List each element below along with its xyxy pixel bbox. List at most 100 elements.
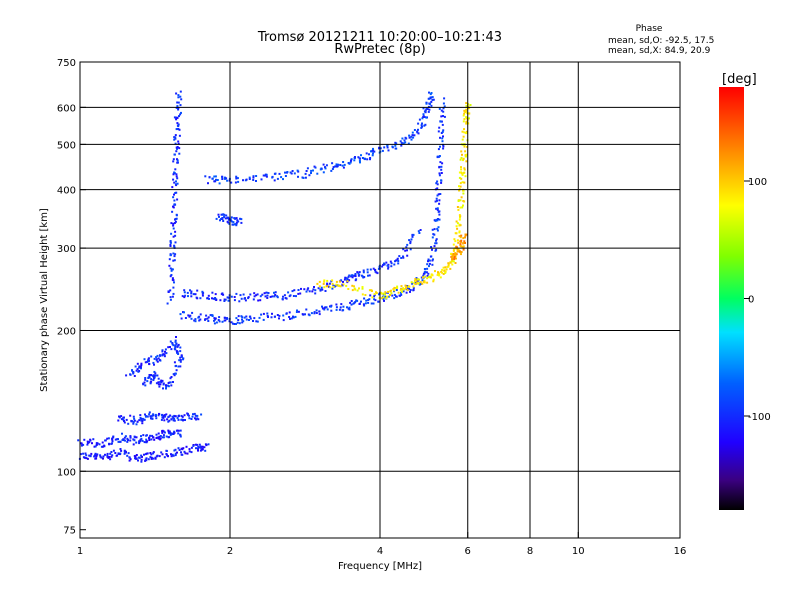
data-point [176, 116, 179, 119]
data-point [434, 242, 437, 245]
data-point [136, 368, 139, 371]
data-point [413, 282, 416, 285]
data-point [375, 291, 377, 294]
data-point [127, 439, 129, 442]
data-point [263, 292, 266, 295]
data-point [181, 415, 184, 418]
data-point [351, 276, 354, 279]
data-point [162, 430, 165, 433]
data-point [95, 442, 98, 445]
data-point [370, 150, 372, 153]
data-point [120, 418, 123, 421]
data-point [94, 452, 97, 455]
data-point [315, 309, 318, 312]
data-point [386, 295, 389, 298]
data-point [451, 263, 454, 266]
data-point [192, 413, 194, 416]
data-point [324, 166, 326, 169]
data-point [252, 179, 255, 181]
data-point [221, 320, 224, 323]
data-point [170, 376, 173, 378]
data-point [164, 415, 167, 418]
data-point [438, 107, 441, 110]
data-point [228, 299, 231, 302]
data-point [363, 276, 366, 278]
data-point [425, 107, 428, 110]
data-point [426, 277, 429, 280]
data-point [155, 433, 158, 436]
data-point [154, 415, 157, 417]
data-point [400, 141, 403, 144]
data-point [148, 439, 151, 441]
data-point [397, 262, 400, 265]
data-point [323, 280, 326, 283]
data-point [172, 286, 175, 289]
data-point [430, 273, 433, 276]
data-point [462, 248, 465, 251]
data-point [305, 170, 308, 172]
chart-subtitle: RwPretec (8p) [334, 42, 425, 57]
data-point [219, 299, 222, 302]
data-point [324, 167, 327, 170]
data-point [177, 140, 180, 143]
data-point [365, 152, 368, 155]
data-point [442, 102, 445, 105]
data-point [450, 260, 453, 263]
data-point [438, 213, 441, 216]
x-tick-label: 10 [572, 546, 585, 557]
data-point [462, 114, 465, 117]
data-point [315, 312, 318, 314]
data-point [452, 249, 455, 252]
data-point [99, 454, 102, 457]
colorbar-tick-label: 0 [748, 295, 754, 306]
data-point [177, 429, 180, 432]
data-point [144, 458, 147, 461]
data-point [89, 439, 92, 442]
data-point [248, 178, 251, 180]
data-point [207, 316, 210, 319]
data-point [339, 306, 342, 309]
data-point [420, 126, 423, 129]
data-point [288, 316, 291, 318]
data-point [342, 161, 345, 163]
data-point [163, 456, 166, 459]
data-point [368, 153, 370, 156]
data-point [467, 105, 470, 108]
data-point [90, 452, 93, 455]
data-point [223, 176, 226, 179]
data-point [194, 318, 197, 321]
data-point [100, 456, 103, 459]
data-point [164, 350, 166, 353]
data-point [349, 161, 352, 164]
data-point [235, 177, 238, 180]
data-point [111, 442, 113, 445]
data-point [179, 350, 182, 353]
data-point [369, 157, 372, 159]
data-point [287, 291, 290, 294]
data-point [332, 166, 335, 169]
data-point [138, 456, 141, 459]
data-point [438, 273, 441, 276]
data-point [469, 104, 472, 106]
data-point [391, 294, 394, 297]
data-point [284, 297, 287, 299]
data-point [190, 290, 193, 293]
data-point [431, 263, 434, 266]
data-point [355, 278, 358, 281]
data-point [253, 317, 256, 320]
data-point [423, 281, 426, 284]
data-point [440, 179, 443, 182]
data-point [436, 219, 439, 222]
data-point [172, 292, 175, 295]
data-point [292, 315, 294, 318]
data-point [422, 274, 425, 277]
data-point [218, 182, 221, 185]
data-point [141, 422, 144, 425]
data-point [255, 294, 258, 297]
data-point [420, 283, 422, 285]
data-point [172, 160, 175, 163]
data-point [147, 377, 150, 379]
data-point [133, 439, 136, 442]
data-point [464, 150, 467, 153]
data-point [333, 285, 336, 288]
